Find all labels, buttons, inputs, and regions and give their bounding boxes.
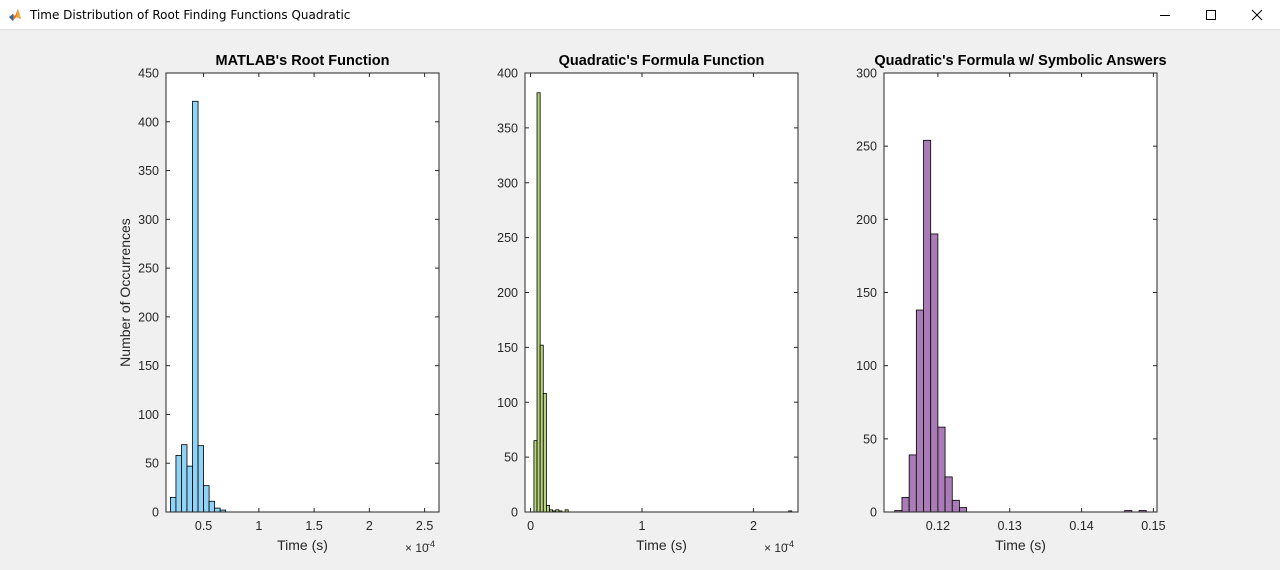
y-tick-label: 400 [138,115,159,129]
y-tick-label: 300 [497,176,518,190]
x-tick-label: 0 [527,519,534,533]
y-tick-label: 250 [497,231,518,245]
chart-title: MATLAB's Root Function [216,53,390,69]
y-tick-label: 200 [497,286,518,300]
window-title: Time Distribution of Root Finding Functi… [30,8,351,22]
chart-title: Quadratic's Formula Function [559,53,765,69]
x-tick-label: 2 [750,519,757,533]
plot-area [525,73,798,512]
histogram-bar [533,440,538,513]
matlab-icon [8,8,22,22]
histogram-bar [186,465,193,513]
y-tick-label: 350 [497,121,518,135]
maximize-icon [1206,10,1216,20]
histogram-bar [901,496,910,513]
figure-area: 0 50 100 150 200 250 300 350 400 450 0.5 1 1.5 2 2.5 MA… [0,30,1280,570]
x-axis-label: Time (s) [995,537,1046,553]
y-tick-label: 100 [497,396,518,410]
histogram-bar [915,309,924,513]
histogram-bar [192,100,199,513]
histogram-bar [181,444,188,513]
x-tick-label: 0.14 [1069,519,1093,533]
y-tick-label: 50 [145,457,159,471]
y-tick-label: 200 [138,310,159,324]
x-tick-label: 1 [639,519,646,533]
y-tick-label: 100 [856,359,877,373]
minimize-icon [1160,15,1170,16]
y-tick-label: 50 [504,451,518,465]
histogram-bar [203,485,210,513]
histogram-bar [536,92,541,513]
subplot-1: 0 50 100 150 200 250 300 350 400 450 0.5 1 1.5 2 2.5 MA… [117,53,440,555]
x-tick-label: 2 [366,519,373,533]
axes-box [165,72,440,513]
x-exponent-power: -4 [427,539,435,549]
y-tick-label: 250 [138,262,159,276]
y-tick-label: 300 [138,213,159,227]
y-tick-label: 50 [863,432,877,446]
histogram-bar [542,393,547,513]
x-exponent-power: -4 [786,539,794,549]
histogram-bar [930,233,939,513]
histogram-bar [951,499,960,513]
x-exponent-label: × 10 [405,541,429,555]
x-tick-label: 0.15 [1141,519,1165,533]
y-tick-label: 450 [138,67,159,81]
minimize-button[interactable] [1142,0,1188,30]
histogram-bar [197,445,204,513]
histogram-bar [944,476,953,513]
x-exponent-label: × 10 [764,541,788,555]
chart-title: Quadratic's Formula w/ Symbolic Answers [874,53,1166,69]
x-axis-label: Time (s) [277,537,328,553]
histogram-bar [923,139,932,513]
y-tick-label: 200 [856,213,877,227]
y-tick-label: 150 [138,359,159,373]
plot-area [166,73,439,512]
x-tick-label: 1 [255,519,262,533]
subplot-3: 0 50 100 150 200 250 300 0.12 0.13 0.14 0.15 Quadra… [856,53,1166,553]
y-tick-label: 150 [856,286,877,300]
close-button[interactable] [1234,0,1280,30]
y-tick-label: 150 [497,341,518,355]
histogram-bar [545,505,550,513]
histogram-bar [937,426,946,513]
maximize-button[interactable] [1188,0,1234,30]
y-tick-label: 350 [138,164,159,178]
histogram-bar [214,507,221,513]
histogram-bar [908,454,917,513]
y-tick-label: 0 [511,506,518,520]
y-tick-label: 0 [152,506,159,520]
histogram-bar [170,496,177,513]
y-tick-label: 300 [856,67,877,81]
x-tick-label: 0.5 [195,519,212,533]
close-icon [1251,9,1263,21]
y-axis-label: Number of Occurrences [117,218,133,367]
y-tick-label: 250 [856,140,877,154]
y-tick-label: 0 [870,506,877,520]
x-axis-label: Time (s) [636,537,687,553]
histogram-bar [175,455,182,513]
x-tick-label: 2.5 [416,519,433,533]
subplot-2: 0 50 100 150 200 250 300 350 400 0 1 2 Quadratic's F… [497,53,799,555]
histogram-bar [539,344,544,513]
x-tick-label: 0.13 [998,519,1022,533]
histogram-bar [959,507,968,513]
x-tick-label: 1.5 [305,519,322,533]
x-tick-label: 0.12 [926,519,950,533]
histogram-bar [208,500,216,513]
window-titlebar: Time Distribution of Root Finding Functi… [0,0,1280,30]
y-tick-label: 100 [138,408,159,422]
y-tick-label: 400 [497,67,518,81]
